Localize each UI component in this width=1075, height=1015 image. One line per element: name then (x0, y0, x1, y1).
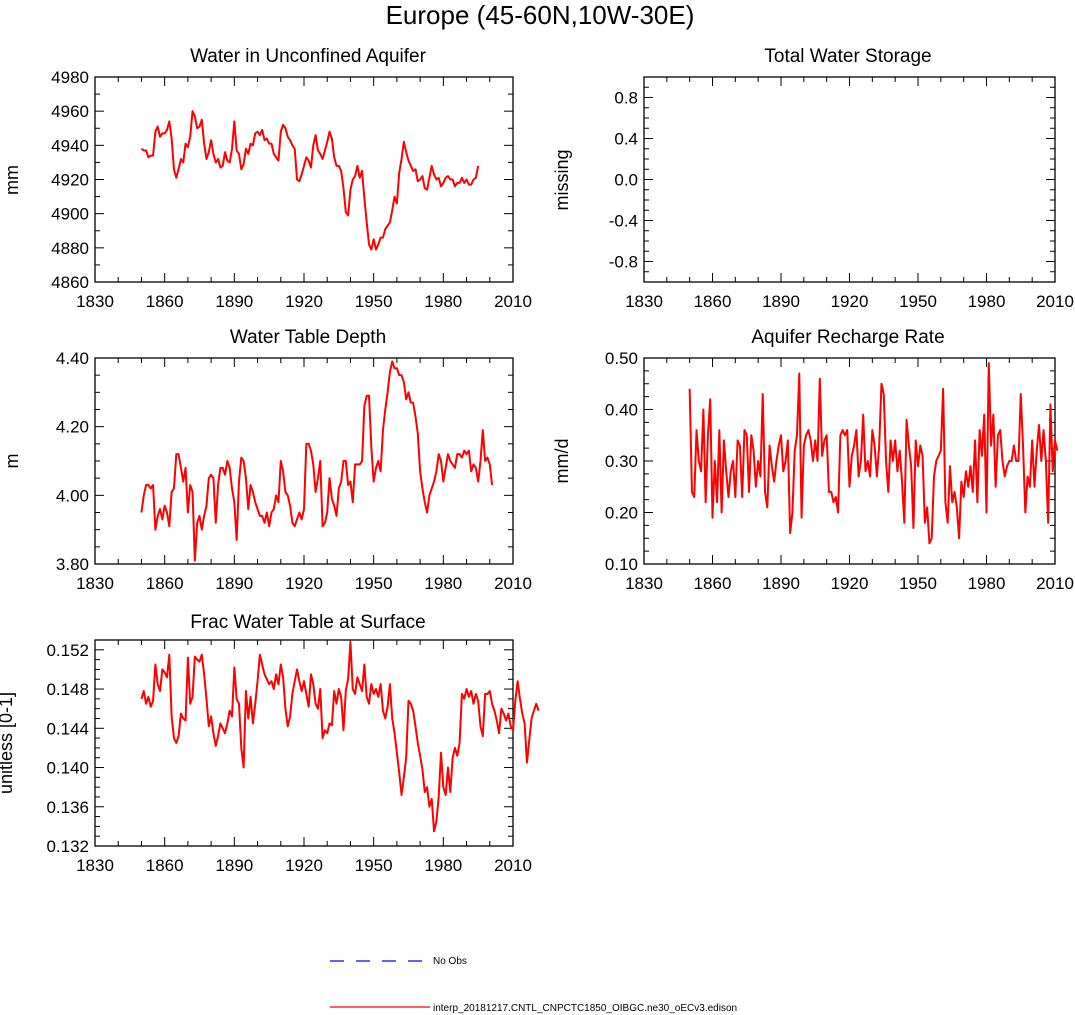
y-tick-label: 4940 (51, 136, 89, 155)
plot-frame (94, 639, 514, 847)
x-tick-label: 1890 (215, 574, 253, 593)
y-tick-label: 0.148 (46, 680, 89, 699)
y-tick-label: 0.30 (605, 452, 638, 471)
x-tick-label: 1830 (76, 574, 114, 593)
y-tick-label: 4.40 (56, 349, 89, 368)
y-tick-label: 4920 (51, 171, 89, 190)
y-tick-label: 0.20 (605, 504, 638, 523)
x-tick-label: 1830 (625, 292, 663, 311)
series-line-model (140, 360, 494, 562)
x-tick-label: 1920 (831, 292, 869, 311)
x-tick-label: 1890 (762, 292, 800, 311)
x-tick-label: 1950 (899, 574, 937, 593)
x-tick-label: 1980 (968, 574, 1006, 593)
panel-aquifer-recharge-rate: Aquifer Recharge Rate 1830 1860 1890 1920 19… (552, 327, 1074, 593)
x-tick-label: 2010 (494, 292, 532, 311)
figure-title: Europe (45-60N,10W-30E) (386, 0, 695, 30)
y-tick-label: 0.136 (46, 798, 89, 817)
panel-water-table-depth: Water Table Depth 1830 1860 1890 1920 1950 19… (2, 327, 532, 593)
legend-model-label: interp_20181217.CNTL_CNPCTC1850_OIBGC.ne… (433, 1003, 737, 1014)
y-tick-label: 0.144 (46, 719, 89, 738)
y-tick-label: 0.8 (614, 89, 638, 108)
x-tick-label: 1920 (285, 856, 323, 875)
x-tick-label: 1890 (215, 856, 253, 875)
panel-title: Frac Water Table at Surface (190, 612, 426, 633)
y-tick-label: 4960 (51, 102, 89, 121)
x-tick-label: 1860 (146, 574, 184, 593)
y-tick-label: 0.140 (46, 759, 89, 778)
x-tick-label: 2010 (1036, 574, 1074, 593)
x-tick-label: 1860 (146, 292, 184, 311)
plot-frame (643, 357, 1056, 565)
x-tick-label: 1980 (968, 292, 1006, 311)
y-axis-label: missing (552, 149, 572, 210)
legend: No Obs interp_20181217.CNTL_CNPCTC1850_O… (330, 956, 737, 1014)
y-tick-label: 4.20 (56, 418, 89, 437)
y-tick-label: 3.80 (56, 555, 89, 574)
plot-area: 1830 1860 1890 1920 1950 1980 2010 0.10 0.20 0.30… (605, 349, 1074, 593)
x-tick-label: 1980 (424, 574, 462, 593)
x-tick-label: 1920 (285, 574, 323, 593)
x-tick-label: 1950 (355, 292, 393, 311)
y-tick-label: -0.8 (609, 253, 638, 272)
series-line-model (140, 640, 540, 833)
y-tick-label: 4860 (51, 273, 89, 292)
y-tick-label: -0.4 (609, 212, 638, 231)
y-axis-label: mm (2, 165, 22, 195)
x-tick-label: 1950 (355, 856, 393, 875)
y-tick-label: 4880 (51, 239, 89, 258)
y-tick-label: 0.40 (605, 401, 638, 420)
x-tick-label: 2010 (494, 856, 532, 875)
series-line-model (688, 362, 1059, 545)
panel-title: Water in Unconfined Aquifer (190, 46, 427, 67)
panel-title: Water Table Depth (230, 327, 386, 348)
panel-title: Aquifer Recharge Rate (751, 327, 944, 348)
x-tick-label: 1980 (424, 856, 462, 875)
y-tick-label: 0.10 (605, 555, 638, 574)
x-tick-label: 1830 (76, 292, 114, 311)
y-tick-label: 4.00 (56, 486, 89, 505)
y-tick-label: 0.0 (614, 171, 638, 190)
x-tick-label: 1860 (694, 574, 732, 593)
panel-title: Total Water Storage (764, 46, 931, 67)
series-line-model (140, 110, 480, 251)
x-tick-label: 1830 (625, 574, 663, 593)
plot-area: 1830 1860 1890 1920 1950 1980 2010 0.132 0.136 0.… (46, 639, 540, 875)
y-tick-label: 0.132 (46, 837, 89, 856)
x-tick-label: 1920 (285, 292, 323, 311)
x-tick-label: 1890 (215, 292, 253, 311)
legend-obs-label: No Obs (433, 956, 467, 967)
plot-area: 1830 1860 1890 1920 1950 1980 2010 3.80 4.00 4.20… (56, 349, 532, 593)
x-tick-label: 1830 (76, 856, 114, 875)
x-tick-label: 2010 (494, 574, 532, 593)
plot-area: 1830 1860 1890 1920 1950 1980 2010 4860 4880 4900… (51, 68, 532, 311)
x-tick-label: 1860 (694, 292, 732, 311)
y-tick-label: 0.50 (605, 349, 638, 368)
panel-total-water-storage: Total Water Storage 1830 1860 1890 1920 1950… (552, 46, 1074, 311)
plot-area: 1830 1860 1890 1920 1950 1980 2010 -0.8 -0.4 0.0 0… (609, 76, 1074, 311)
y-tick-label: 0.4 (614, 130, 638, 149)
y-tick-label: 4900 (51, 205, 89, 224)
x-tick-label: 2010 (1036, 292, 1074, 311)
x-tick-label: 1950 (355, 574, 393, 593)
x-tick-label: 1920 (831, 574, 869, 593)
x-tick-label: 1890 (762, 574, 800, 593)
y-axis-label: m (2, 454, 22, 469)
x-tick-label: 1950 (899, 292, 937, 311)
panel-water-unconfined-aquifer: Water in Unconfined Aquifer 1830 1860 1890… (2, 46, 532, 311)
panel-frac-water-table-surface: Frac Water Table at Surface 1830 1860 1890… (0, 612, 540, 875)
y-axis-label: mm/d (552, 439, 572, 484)
y-tick-label: 4980 (51, 68, 89, 87)
y-axis-label: unitless [0-1] (0, 692, 16, 794)
x-tick-label: 1860 (146, 856, 184, 875)
plot-frame (643, 76, 1056, 283)
y-tick-label: 0.152 (46, 641, 89, 660)
x-tick-label: 1980 (424, 292, 462, 311)
